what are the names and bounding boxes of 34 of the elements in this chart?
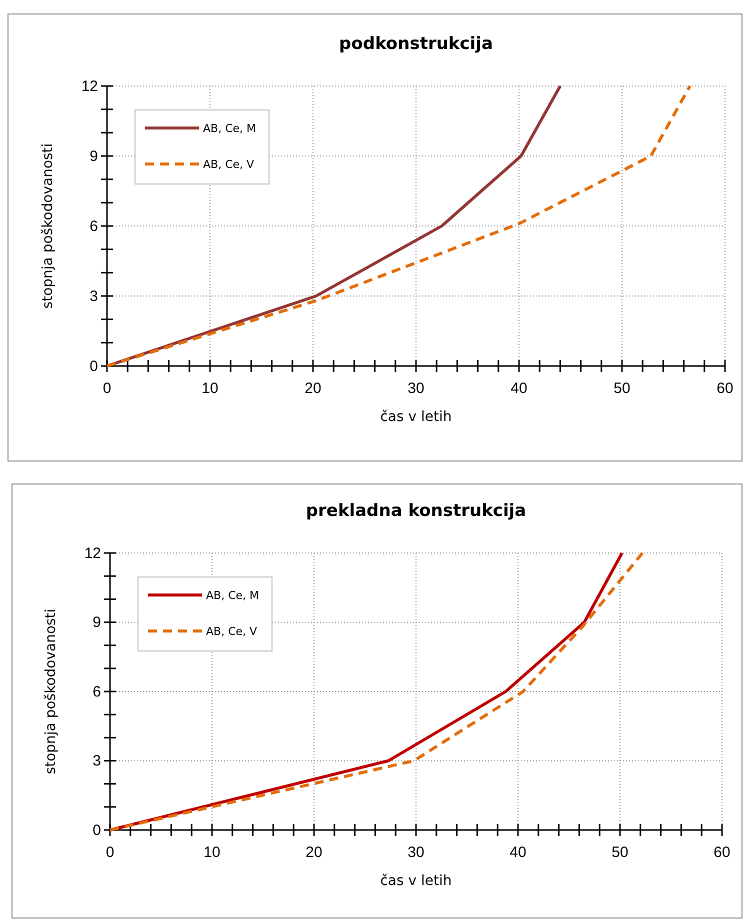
y-axis-title: stopnja poškodovanosti <box>40 143 56 309</box>
y-tick-label: 6 <box>90 218 98 235</box>
legend-label: AB, Ce, M <box>206 589 259 602</box>
legend-label: AB, Ce, V <box>206 625 258 638</box>
x-tick-label: 50 <box>612 844 628 861</box>
y-axis-title: stopnja poškodovanosti <box>43 608 59 774</box>
x-tick-label: 10 <box>202 380 218 397</box>
y-tick-label: 0 <box>92 822 101 839</box>
legend-label: AB, Ce, V <box>203 158 255 171</box>
x-tick-label: 20 <box>304 380 322 397</box>
x-tick-label: 50 <box>614 380 630 397</box>
x-tick-label: 40 <box>510 844 526 861</box>
y-tick-label: 3 <box>90 288 98 305</box>
x-tick-label: 60 <box>714 844 730 861</box>
x-tick-label: 0 <box>106 844 114 861</box>
x-axis-title: čas v letih <box>380 873 452 889</box>
y-tick-label: 9 <box>90 148 98 165</box>
x-tick-label: 30 <box>408 380 424 397</box>
x-tick-label: 30 <box>408 844 424 861</box>
x-tick-label: 10 <box>204 844 220 861</box>
y-tick-label: 12 <box>81 78 98 95</box>
legend-label: AB, Ce, M <box>203 122 256 135</box>
x-tick-label: 60 <box>716 380 734 397</box>
x-tick-label: 40 <box>510 380 528 397</box>
y-tick-label: 12 <box>84 544 101 562</box>
y-tick-label: 9 <box>92 614 101 632</box>
x-tick-label: 20 <box>306 844 322 861</box>
y-tick-label: 6 <box>92 683 101 700</box>
y-tick-label: 0 <box>90 358 98 375</box>
y-tick-label: 3 <box>92 752 101 770</box>
x-axis-title: čas v letih <box>380 409 452 425</box>
chart-title: podkonstrukcija <box>339 34 493 54</box>
chart-title: prekladna konstrukcija <box>306 501 526 521</box>
line-series <box>106 84 692 368</box>
